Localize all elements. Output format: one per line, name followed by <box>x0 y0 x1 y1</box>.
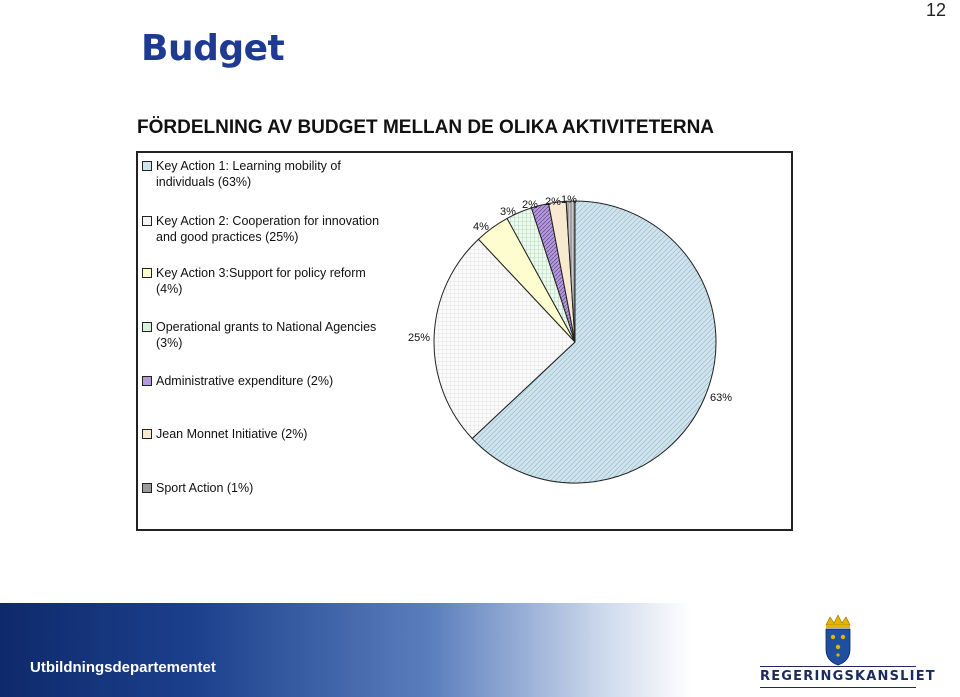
legend-label: Administrative expenditure (2%) <box>156 374 334 388</box>
legend-swatch <box>142 161 152 171</box>
ministry-name: Utbildningsdepartementet <box>30 659 216 676</box>
logo-text: REGERINGSKANSLIET <box>760 669 936 684</box>
legend-label: Key Action 2: Cooperation for innovation… <box>156 214 380 244</box>
slice-data-label: 2% <box>522 199 538 211</box>
legend-swatch <box>142 429 152 439</box>
slice-data-label: 2% <box>545 196 561 208</box>
page-number: 12 <box>925 0 946 20</box>
pie-slice <box>433 238 576 440</box>
logo-rule-bottom <box>760 687 916 688</box>
legend-swatch <box>142 376 152 386</box>
slice-data-label: 25% <box>408 332 430 344</box>
legend-label: Key Action 3:Support for policy reform (… <box>156 266 366 296</box>
chart-area: Key Action 1: Learning mobility of indiv… <box>136 151 793 531</box>
legend-label: Sport Action (1%) <box>156 481 254 495</box>
footer-banner: Utbildningsdepartementet REGERINGSKANSLI… <box>0 603 960 697</box>
pie-slice <box>471 200 717 484</box>
logo-rule-top <box>760 666 916 667</box>
slice-data-label: 63% <box>710 392 732 404</box>
legend-label: Key Action 1: Learning mobility of indiv… <box>156 159 341 189</box>
regeringskansliet-logo: REGERINGSKANSLIET <box>760 611 936 693</box>
slice-data-label: 3% <box>500 206 516 218</box>
legend-swatch <box>142 322 152 332</box>
legend-label: Operational grants to National Agencies … <box>156 320 377 350</box>
legend-swatch <box>142 483 152 493</box>
crown-shield-icon <box>825 614 851 666</box>
chart-heading: FÖRDELNING AV BUDGET MELLAN DE OLIKA AKT… <box>137 117 715 138</box>
page-title: Budget <box>141 28 285 69</box>
legend-swatch <box>142 216 152 226</box>
legend-swatch <box>142 268 152 278</box>
slice-data-label: 4% <box>473 221 489 233</box>
pie-slice <box>565 200 576 343</box>
legend-label: Jean Monnet Initiative (2%) <box>156 427 308 441</box>
slice-data-label: 1% <box>561 194 577 206</box>
pie-chart: 63%25%4%3%2% 2% 1% <box>408 194 732 484</box>
chart-legend: Key Action 1: Learning mobility of indiv… <box>138 153 398 529</box>
